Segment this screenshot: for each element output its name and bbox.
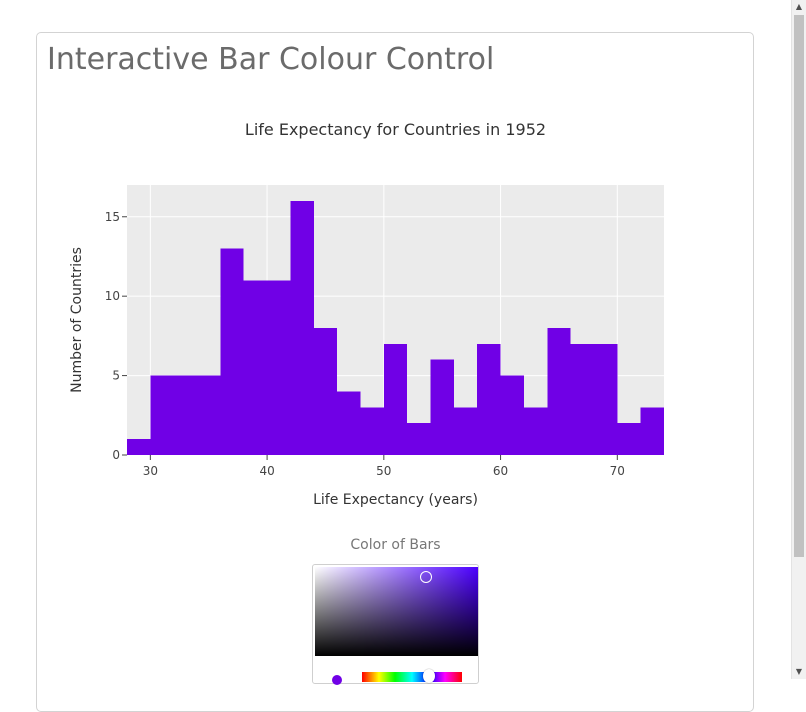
histogram-bar[interactable]: [127, 439, 151, 455]
selected-color-swatch: [332, 675, 342, 685]
histogram-bar[interactable]: [150, 375, 174, 455]
bars-group[interactable]: [127, 200, 664, 455]
histogram-bar[interactable]: [617, 423, 641, 455]
histogram-bar[interactable]: [477, 343, 501, 455]
histogram-bar[interactable]: [547, 327, 571, 455]
histogram-bar[interactable]: [173, 375, 198, 455]
y-tick-label: 15: [105, 210, 120, 224]
hue-slider-thumb[interactable]: [423, 669, 435, 683]
x-tick-label: 30: [143, 464, 158, 478]
histogram-bar[interactable]: [220, 248, 244, 455]
page-title: Interactive Bar Colour Control: [47, 42, 495, 77]
x-tick-label: 60: [493, 464, 508, 478]
histogram-bar[interactable]: [500, 375, 524, 455]
y-tick-label: 5: [112, 369, 120, 383]
histogram-bar[interactable]: [383, 343, 408, 455]
y-axis-label: Number of Countries: [69, 247, 85, 393]
histogram-bar[interactable]: [290, 200, 314, 455]
histogram-bar[interactable]: [243, 280, 268, 455]
x-tick-label: 70: [610, 464, 625, 478]
histogram-bar[interactable]: [407, 423, 431, 455]
histogram-bar[interactable]: [267, 280, 291, 455]
x-tick-label: 40: [259, 464, 274, 478]
x-axis-label: Life Expectancy (years): [313, 492, 478, 508]
histogram-bar[interactable]: [640, 407, 664, 455]
histogram-bar[interactable]: [337, 391, 361, 455]
histogram-bar[interactable]: [360, 407, 384, 455]
color-picker[interactable]: [312, 564, 479, 685]
scrollbar-thumb[interactable]: [794, 15, 804, 557]
chart-title: Life Expectancy for Countries in 1952: [245, 120, 546, 139]
scroll-up-arrow-icon[interactable]: ▲: [795, 2, 803, 11]
histogram-bar[interactable]: [570, 343, 594, 455]
color-cursor[interactable]: [420, 571, 432, 583]
histogram-chart: Life Expectancy for Countries in 1952 30…: [69, 120, 664, 508]
histogram-bar[interactable]: [197, 375, 221, 455]
y-tick-label: 0: [112, 448, 120, 462]
histogram-bar[interactable]: [313, 327, 338, 455]
axes-group: 30 40 50 60 70 0 5 10 15: [105, 210, 625, 478]
saturation-value-area[interactable]: [315, 567, 478, 656]
scroll-down-arrow-icon[interactable]: ▼: [795, 667, 803, 676]
histogram-bar[interactable]: [523, 407, 548, 455]
color-picker-label: Color of Bars: [350, 537, 441, 553]
x-tick-label: 50: [376, 464, 391, 478]
hue-slider[interactable]: [362, 672, 462, 682]
histogram-bar[interactable]: [430, 359, 454, 455]
histogram-bar[interactable]: [453, 407, 478, 455]
y-tick-label: 10: [105, 289, 120, 303]
vertical-scrollbar[interactable]: ▲ ▼: [791, 0, 806, 679]
histogram-bar[interactable]: [593, 343, 618, 455]
